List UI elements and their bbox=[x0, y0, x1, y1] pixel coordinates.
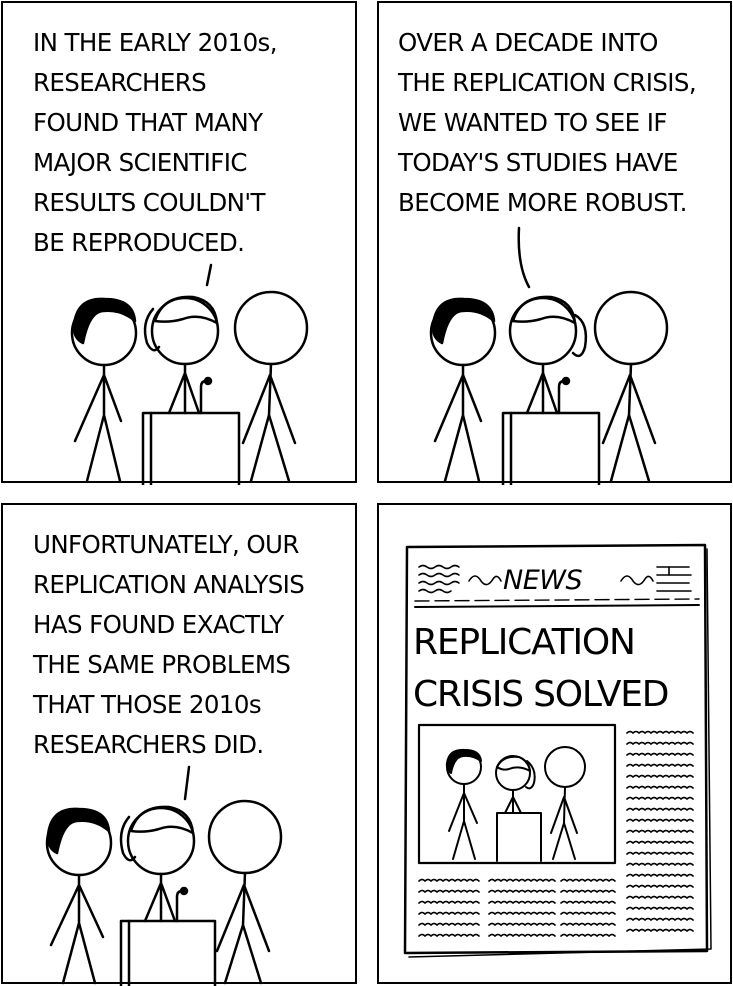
text-squiggle bbox=[626, 741, 694, 745]
bald-stick-figure bbox=[207, 799, 283, 985]
text-squiggle bbox=[626, 752, 694, 756]
speech-tail bbox=[183, 765, 191, 801]
panel-3-caption: UNFORTUNATELY, OUR REPLICATION ANALYSIS … bbox=[33, 525, 305, 765]
caption-line: RESEARCHERS DID. bbox=[33, 730, 264, 759]
text-squiggle bbox=[560, 922, 616, 926]
caption-line: TODAY'S STUDIES HAVE bbox=[398, 148, 678, 177]
column-text-bottom bbox=[418, 878, 616, 937]
text-squiggle bbox=[626, 917, 694, 921]
text-squiggle bbox=[626, 829, 694, 833]
speech-tail bbox=[517, 226, 531, 289]
text-squiggle bbox=[560, 900, 616, 904]
text-squiggle bbox=[626, 796, 694, 800]
text-squiggle bbox=[626, 851, 694, 855]
headline-line: REPLICATION bbox=[413, 622, 636, 663]
text-squiggle bbox=[488, 900, 556, 904]
comic-panel-4: NEWS REPLICATION CRISIS SOLVED bbox=[377, 503, 732, 984]
text-squiggle bbox=[418, 922, 480, 926]
dark-hair-stick-figure bbox=[70, 297, 138, 483]
text-squiggle bbox=[626, 884, 694, 888]
podium bbox=[141, 376, 241, 485]
panel-3-scene bbox=[45, 765, 283, 986]
text-squiggle bbox=[418, 933, 480, 937]
text-squiggle bbox=[488, 922, 556, 926]
masthead-squiggles bbox=[418, 564, 692, 594]
caption-line: REPLICATION ANALYSIS bbox=[33, 570, 305, 599]
text-squiggle bbox=[560, 889, 616, 893]
text-squiggle bbox=[626, 895, 694, 899]
caption-line: RESEARCHERS bbox=[33, 68, 207, 97]
text-squiggle bbox=[626, 840, 694, 844]
text-squiggle bbox=[418, 900, 480, 904]
podium bbox=[119, 886, 217, 986]
text-squiggle bbox=[418, 878, 480, 882]
newspaper-masthead: NEWS bbox=[503, 565, 583, 596]
text-squiggle bbox=[560, 911, 616, 915]
speech-tail bbox=[205, 263, 213, 287]
caption-line: MAJOR SCIENTIFIC bbox=[33, 148, 248, 177]
caption-line: IN THE EARLY 2010s, bbox=[33, 28, 278, 57]
text-squiggle bbox=[488, 911, 556, 915]
dark-hair-stick-figure bbox=[429, 297, 497, 483]
caption-line: BE REPRODUCED. bbox=[33, 228, 245, 257]
text-squiggle bbox=[560, 933, 616, 937]
caption-line: UNFORTUNATELY, OUR bbox=[33, 530, 299, 559]
text-squiggle bbox=[626, 873, 694, 877]
text-squiggle bbox=[626, 763, 694, 767]
text-squiggle bbox=[626, 862, 694, 866]
ponytail-stick-figure bbox=[143, 295, 220, 415]
caption-line: HAS FOUND EXACTLY bbox=[33, 610, 284, 639]
text-squiggle bbox=[626, 818, 694, 822]
text-squiggle bbox=[626, 774, 694, 778]
panel-2-caption: OVER A DECADE INTO THE REPLICATION CRISI… bbox=[398, 23, 697, 223]
bald-stick-figure bbox=[593, 290, 669, 483]
caption-line: WE WANTED TO SEE IF bbox=[398, 108, 667, 137]
caption-line: BECOME MORE ROBUST. bbox=[398, 188, 687, 217]
panel-2-scene bbox=[429, 226, 669, 485]
caption-line: THE REPLICATION CRISIS, bbox=[398, 68, 697, 97]
headline-line: CRISIS SOLVED bbox=[413, 674, 670, 715]
panel-1-caption: IN THE EARLY 2010s, RESEARCHERS FOUND TH… bbox=[33, 23, 278, 263]
text-squiggle bbox=[488, 933, 556, 937]
text-squiggle bbox=[488, 889, 556, 893]
caption-line: OVER A DECADE INTO bbox=[398, 28, 658, 57]
newspaper-photo bbox=[417, 723, 617, 865]
dark-hair-stick-figure bbox=[45, 807, 113, 985]
comic-panel-1: IN THE EARLY 2010s, RESEARCHERS FOUND TH… bbox=[1, 1, 357, 485]
text-squiggle bbox=[418, 911, 480, 915]
ponytail-stick-figure bbox=[119, 805, 196, 923]
column-text-right bbox=[626, 730, 694, 932]
caption-line: THAT THOSE 2010s bbox=[33, 690, 262, 719]
caption-line: THE SAME PROBLEMS bbox=[33, 650, 291, 679]
newspaper-drawing bbox=[403, 543, 712, 958]
text-squiggle bbox=[626, 730, 694, 734]
comic-panel-3: UNFORTUNATELY, OUR REPLICATION ANALYSIS … bbox=[1, 503, 357, 986]
newspaper-sheet bbox=[403, 543, 709, 955]
panel-1-scene bbox=[70, 263, 309, 485]
text-squiggle bbox=[626, 928, 694, 932]
caption-line: RESULTS COULDN'T bbox=[33, 188, 265, 217]
text-squiggle bbox=[488, 878, 556, 882]
ponytail-stick-figure bbox=[508, 295, 588, 415]
bald-stick-figure bbox=[233, 290, 309, 483]
newspaper-headline: REPLICATION CRISIS SOLVED bbox=[413, 617, 670, 721]
text-squiggle bbox=[626, 785, 694, 789]
podium bbox=[501, 376, 601, 485]
text-squiggle bbox=[560, 878, 616, 882]
text-squiggle bbox=[626, 807, 694, 811]
text-squiggle bbox=[626, 906, 694, 910]
comic-panel-2: OVER A DECADE INTO THE REPLICATION CRISI… bbox=[377, 1, 732, 485]
text-squiggle bbox=[418, 889, 480, 893]
caption-line: FOUND THAT MANY bbox=[33, 108, 263, 137]
